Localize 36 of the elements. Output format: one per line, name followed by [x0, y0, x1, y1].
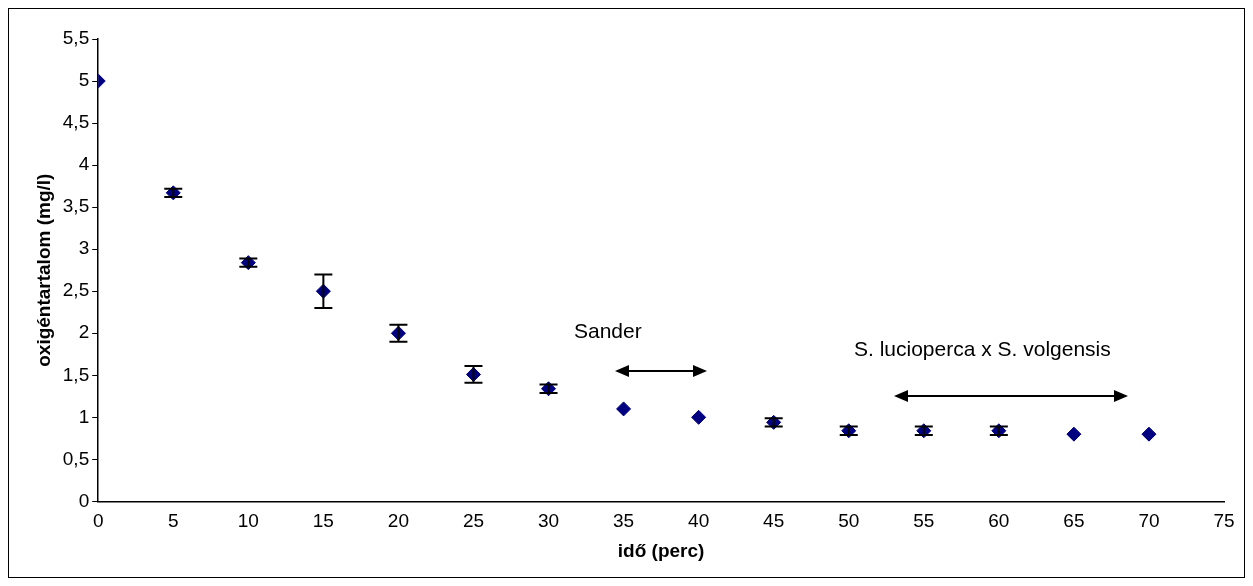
y-tick-label: 2,5 [62, 279, 90, 301]
y-tick-label: 1 [78, 405, 90, 427]
y-tick-label: 0 [78, 489, 90, 511]
x-axis-title: idő (perc) [617, 539, 705, 561]
x-tick-label: 0 [92, 510, 104, 532]
x-tick-label: 25 [462, 510, 485, 532]
x-tick-label: 45 [763, 510, 785, 532]
x-tick-label: 55 [913, 510, 935, 532]
x-tick-label: 10 [237, 510, 259, 532]
annotation: S. lucioperca x S. volgensis [854, 337, 1111, 361]
x-tick-label: 75 [1213, 510, 1235, 532]
y-tick-label: 5,5 [62, 27, 90, 49]
x-tick-label: 40 [688, 510, 710, 532]
x-tick-label: 20 [387, 510, 409, 532]
point [1141, 426, 1157, 442]
x-tick-label: 15 [312, 510, 334, 532]
point [1066, 426, 1082, 442]
x-tick-label: 35 [613, 510, 635, 532]
x-tick-label: 65 [1063, 510, 1085, 532]
x-tick-label: 70 [1138, 510, 1160, 532]
x-tick-label: 5 [167, 510, 179, 532]
y-tick-label: 3,5 [62, 195, 90, 217]
y-axis-title: oxigéntartalom (mg/l) [32, 173, 54, 367]
x-tick-label: 50 [838, 510, 860, 532]
annotation: Sander [574, 319, 642, 343]
y-tick-label: 3 [78, 237, 90, 259]
y-tick-label: 2 [78, 321, 90, 343]
x-tick-label: 30 [537, 510, 560, 532]
y-tick-label: 1,5 [62, 363, 90, 385]
x-tick-label: 60 [988, 510, 1010, 532]
y-tick-label: 5 [78, 69, 90, 91]
y-tick-label: 4,5 [62, 111, 90, 133]
point [691, 409, 707, 425]
y-tick-label: 0,5 [62, 447, 90, 469]
point [616, 401, 632, 417]
y-tick-label: 4 [78, 153, 90, 175]
